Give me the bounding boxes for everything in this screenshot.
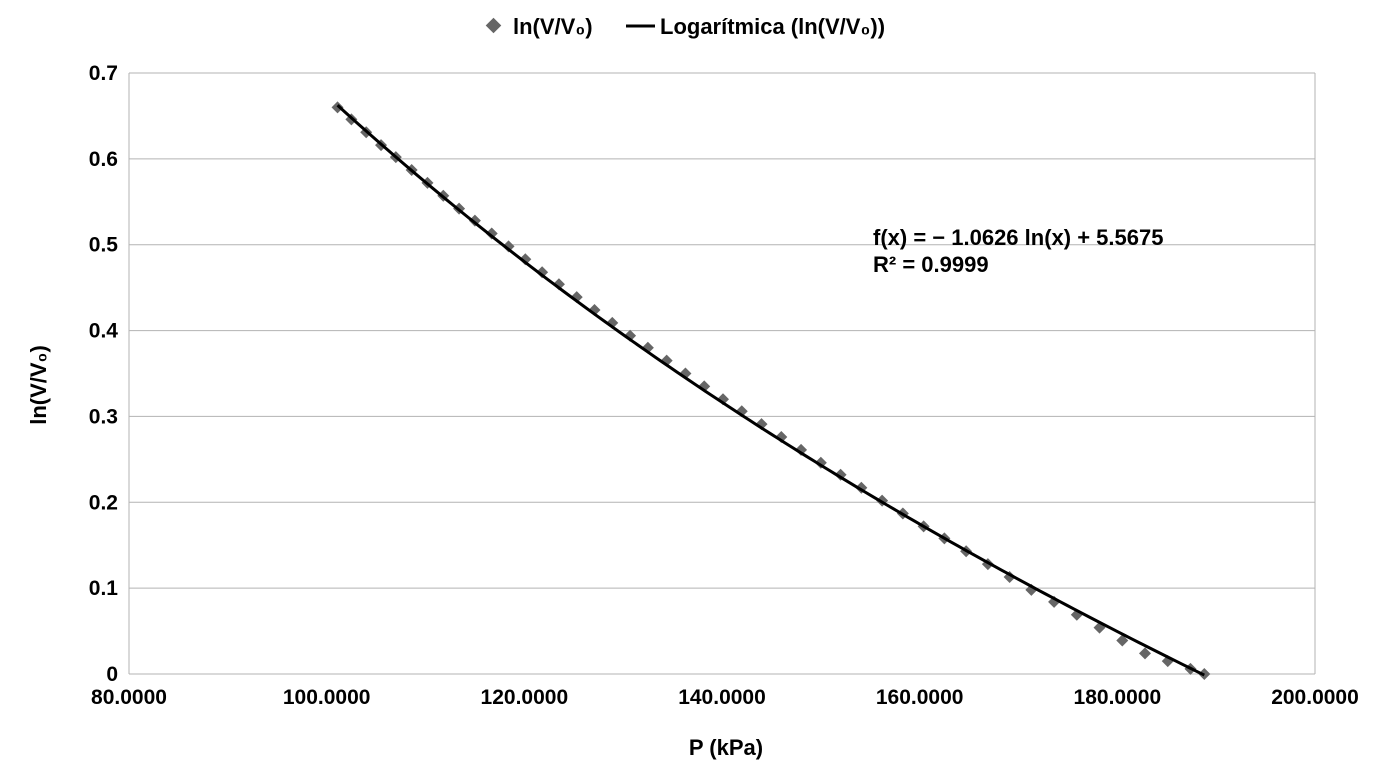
legend-marker-diamond bbox=[485, 17, 502, 34]
data-point bbox=[485, 227, 498, 240]
x-tick-label: 100.0000 bbox=[283, 686, 371, 709]
y-tick-labels: 0 0.1 0.2 0.3 0.4 0.5 0.6 0.7 bbox=[89, 62, 119, 686]
x-tick-labels: 80.0000 100.0000 120.0000 140.0000 160.0000 1… bbox=[91, 686, 1359, 709]
x-tick-label: 160.0000 bbox=[876, 686, 964, 709]
data-point bbox=[502, 240, 515, 253]
data-points bbox=[331, 101, 1211, 680]
gridlines bbox=[129, 72, 1316, 675]
legend-label-series: ln(V/V₀) bbox=[513, 14, 593, 39]
x-tick-label: 80.0000 bbox=[91, 686, 167, 709]
y-tick-label: 0.7 bbox=[89, 62, 118, 85]
x-tick-label: 120.0000 bbox=[481, 686, 569, 709]
x-axis-title: P (kPa) bbox=[689, 735, 763, 760]
trendline-r-squared: R² = 0.9999 bbox=[873, 252, 989, 277]
legend: ln(V/V₀) Logarítmica (ln(V/V₀)) bbox=[485, 14, 885, 39]
y-tick-label: 0 bbox=[106, 663, 118, 686]
data-point bbox=[795, 443, 808, 456]
y-tick-label: 0.5 bbox=[89, 234, 119, 257]
x-tick-label: 140.0000 bbox=[678, 686, 766, 709]
legend-label-trendline: Logarítmica (ln(V/V₀)) bbox=[660, 14, 885, 39]
trendline-curve bbox=[336, 104, 1205, 677]
data-point bbox=[331, 101, 344, 114]
axes bbox=[128, 73, 1315, 675]
y-tick-label: 0.3 bbox=[89, 405, 118, 428]
y-tick-label: 0.1 bbox=[89, 577, 119, 600]
data-point bbox=[1116, 634, 1129, 647]
x-tick-label: 180.0000 bbox=[1074, 686, 1162, 709]
data-point bbox=[519, 253, 532, 266]
y-tick-label: 0.4 bbox=[89, 320, 119, 343]
data-point bbox=[536, 266, 549, 279]
y-axis-title: ln(V/V₀) bbox=[26, 345, 51, 425]
data-point bbox=[1139, 647, 1152, 660]
y-tick-label: 0.6 bbox=[89, 148, 118, 171]
trendline bbox=[336, 104, 1205, 677]
trendline-equation: f(x) = − 1.0626 ln(x) + 5.5675 bbox=[873, 225, 1163, 250]
x-tick-label: 200.0000 bbox=[1271, 686, 1359, 709]
y-tick-label: 0.2 bbox=[89, 491, 118, 514]
